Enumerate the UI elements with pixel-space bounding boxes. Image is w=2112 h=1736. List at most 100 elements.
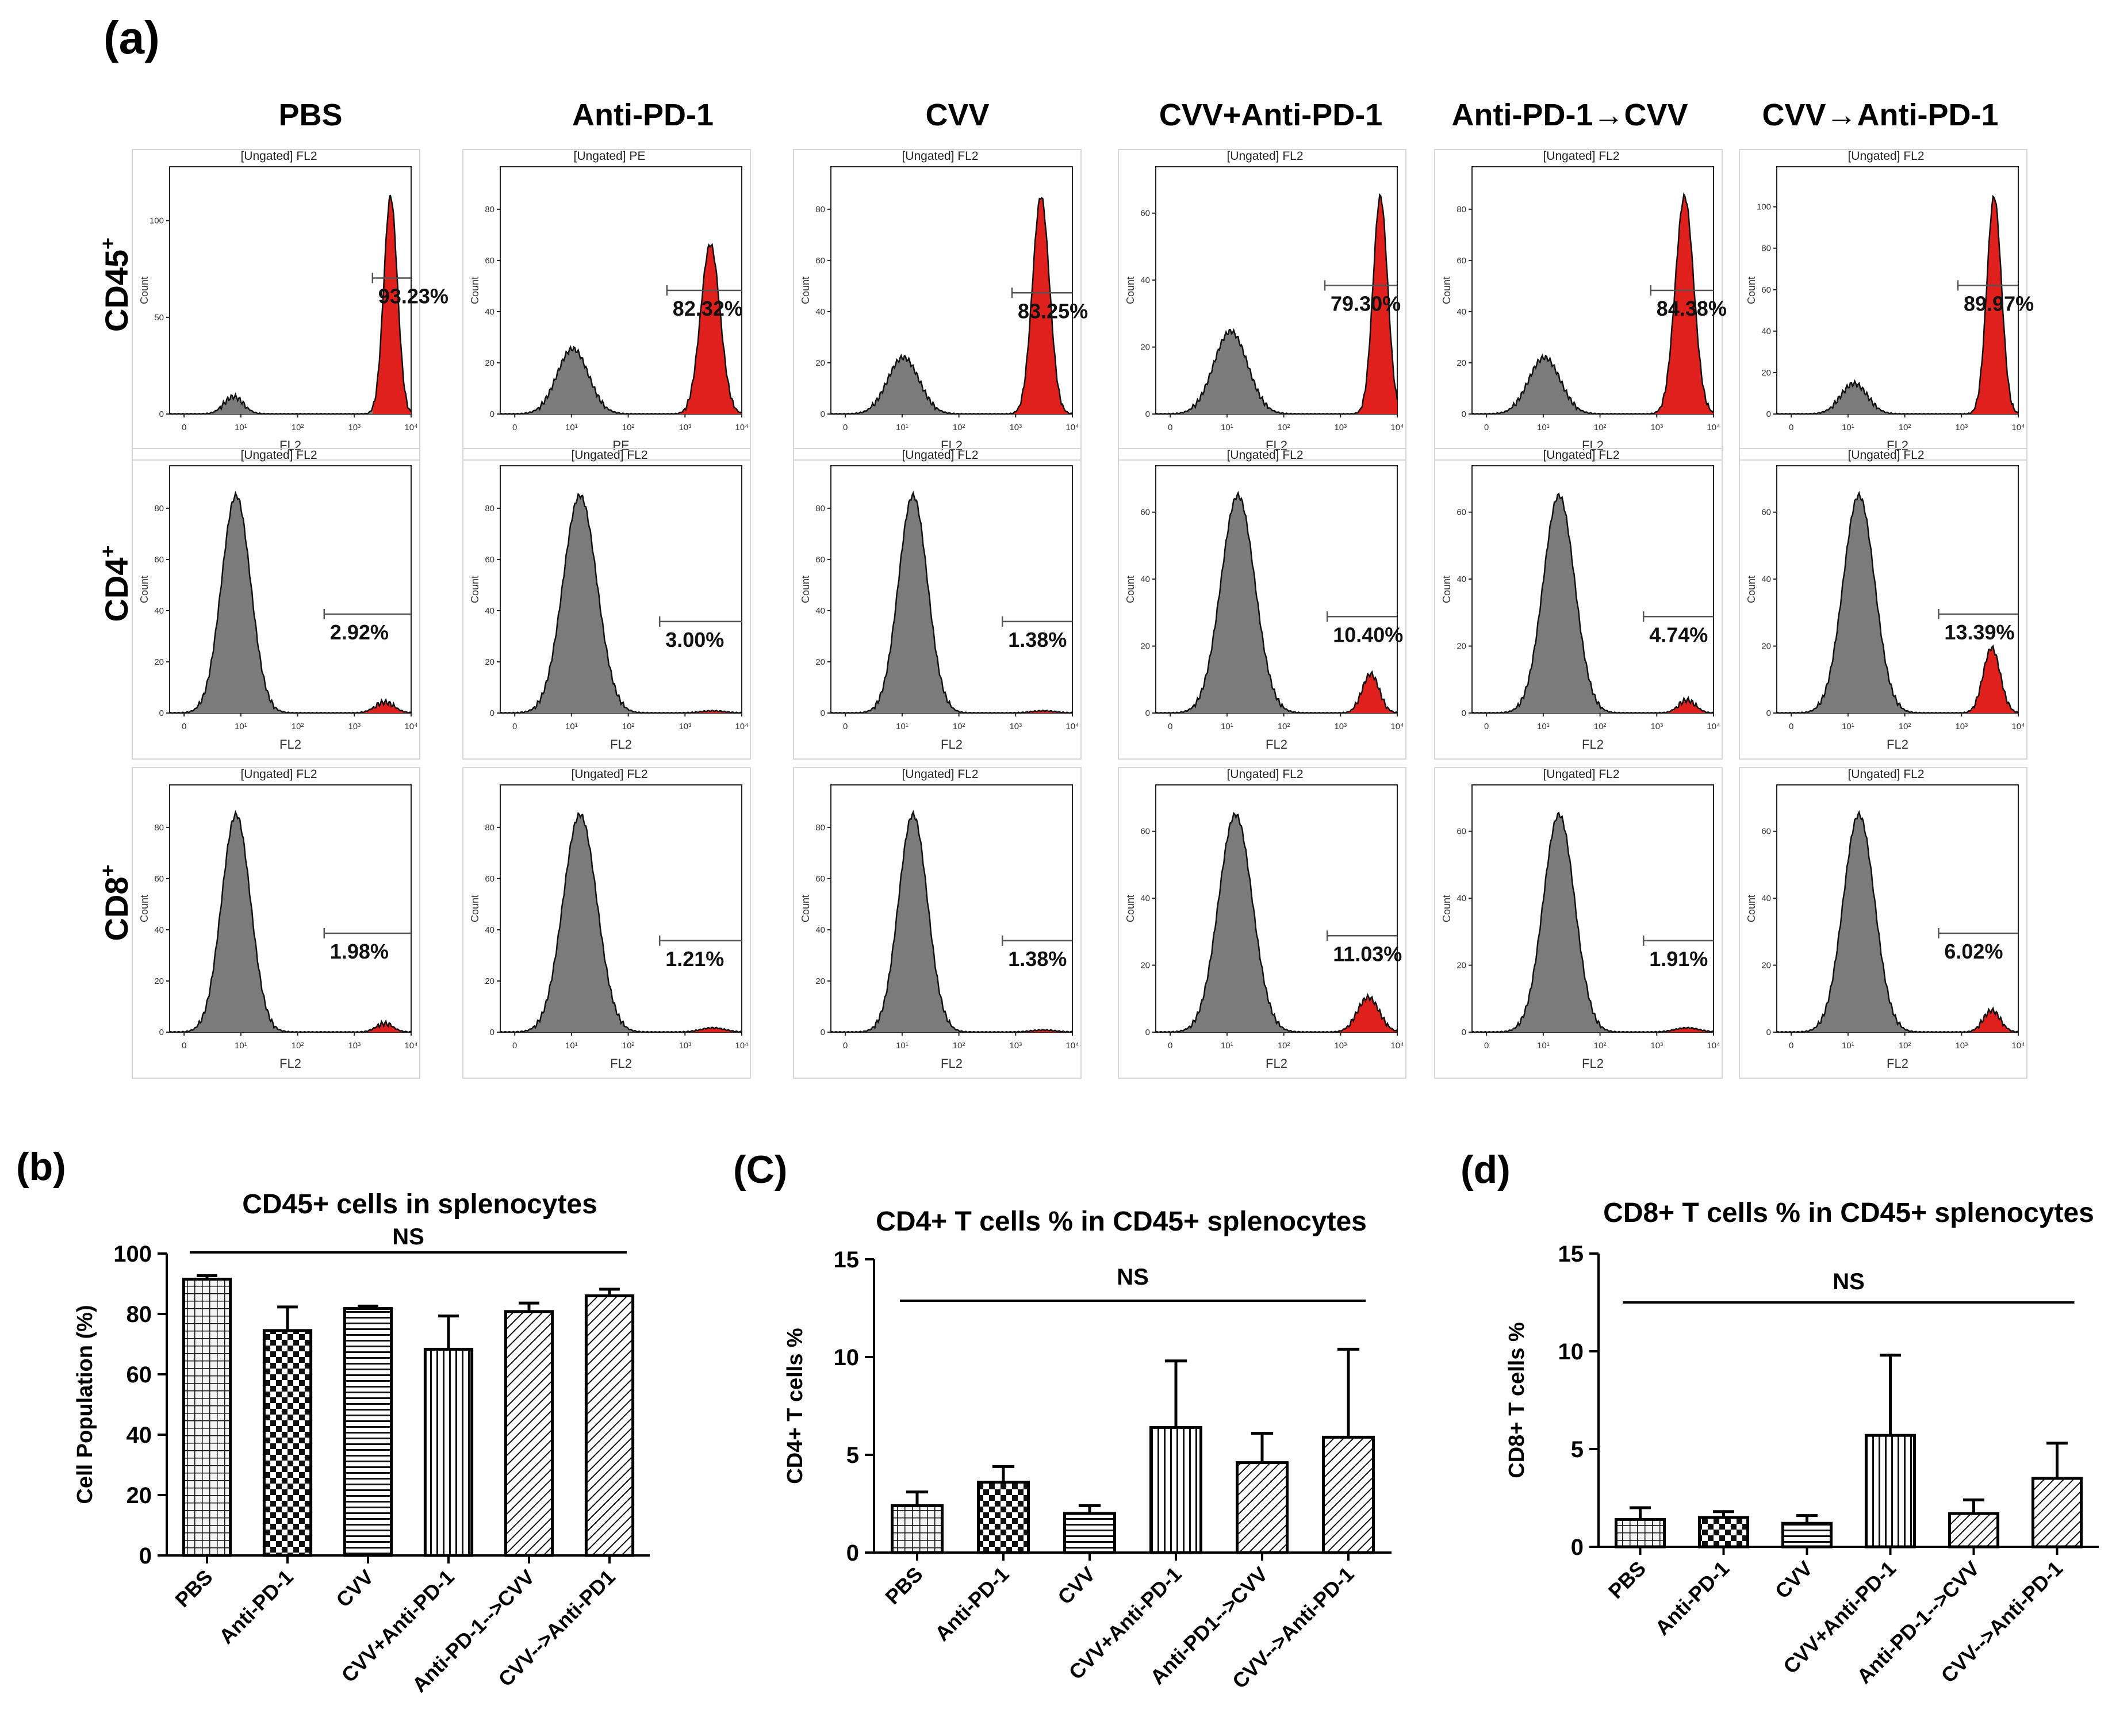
y-tick-label: 40 (1761, 327, 1771, 336)
y-tick-label: 50 (154, 313, 164, 323)
histogram-negative-area (1777, 493, 1938, 713)
significance-label: NS (1117, 1264, 1149, 1290)
bar-4 (504, 1310, 554, 1557)
histogram-frame (1739, 448, 2027, 760)
x-tick-label: 10³ (348, 722, 361, 731)
y-tick-label: 60 (1140, 209, 1150, 219)
y-tick-label: 0 (490, 708, 495, 718)
histogram-frame (1434, 149, 1723, 461)
x-tick-label: 10⁴ (404, 423, 417, 432)
x-tick-label: 10² (1594, 722, 1607, 731)
gate-percentage: 1.38% (1008, 947, 1067, 971)
gate-marker (323, 609, 411, 619)
histogram-negative-area (831, 493, 1002, 713)
histogram-frame (793, 448, 1082, 760)
y-tick-label: 80 (815, 205, 825, 214)
y-tick-label: 0 (1145, 409, 1150, 419)
histogram-negative-area (1777, 812, 1938, 1032)
histogram-negative-area (170, 493, 325, 713)
bar-5 (2031, 1477, 2083, 1549)
x-tick-label: 0 (1168, 1041, 1172, 1051)
histogram-outline (1471, 192, 1714, 415)
x-tick-label: 10² (1278, 423, 1290, 432)
histogram-positive-area (1327, 995, 1397, 1032)
x-tick-label: 10² (1278, 1041, 1290, 1051)
y-tick-label: 40 (485, 307, 495, 317)
gate-percentage: 79.30% (1331, 292, 1401, 315)
column-header-5: CVV→Anti-PD-1 (1762, 98, 1998, 132)
y-axis-label: Count (469, 895, 481, 922)
gate-marker (1011, 288, 1072, 298)
x-tick-label: 10² (953, 423, 965, 432)
histogram-plot-box (1776, 784, 2019, 1033)
bar-5 (584, 1294, 635, 1557)
y-tick-label: 80 (127, 1302, 152, 1327)
significance-label: NS (392, 1224, 424, 1250)
y-axis-label: Count (469, 576, 481, 603)
y-tick-label: 40 (1761, 894, 1771, 903)
histogram-r0-c3: [Ungated] FL2 79.30% 0 10¹ 10² 10³ 10⁴ 0 20 40 60 C… (1118, 149, 1406, 461)
histogram-plot-box (830, 465, 1073, 714)
y-axis-label: Count (139, 277, 150, 304)
y-tick-label: 40 (1140, 275, 1150, 285)
y-tick-label: 40 (1140, 894, 1150, 903)
histogram-r1-c5: [Ungated] FL2 13.39% 0 10¹ 10² 10³ 10⁴ 0 20 40 60 C… (1739, 448, 2027, 760)
histogram-r2-c1: [Ungated] FL2 1.21% 0 10¹ 10² 10³ 10⁴ 0 20 40 60 80… (462, 767, 751, 1079)
column-header-1: Anti-PD-1 (572, 98, 714, 132)
histogram-negative-area (1472, 355, 1651, 414)
x-tick-label: 0 (1789, 423, 1793, 432)
histogram-r0-c2: [Ungated] FL2 83.25% 0 10¹ 10² 10³ 10⁴ 0 20 40 60 8… (793, 149, 1088, 461)
y-tick-label: 0 (159, 1028, 164, 1037)
histogram-negative-area (500, 347, 668, 414)
y-tick-label: 0 (490, 409, 495, 419)
x-axis-label: FL2 (941, 1056, 963, 1071)
x-tick-label: 10¹ (1842, 1041, 1854, 1051)
gate-percentage: 4.74% (1649, 623, 1708, 646)
bar-0 (891, 1504, 944, 1554)
x-tick-label: PBS (880, 1562, 927, 1609)
gate-marker (666, 285, 742, 296)
x-tick-label: 10⁴ (1707, 1041, 1720, 1051)
histogram-frame (793, 149, 1082, 461)
histogram-outline (500, 811, 742, 1033)
bar-0 (182, 1278, 232, 1557)
histogram-negative-area (1472, 493, 1643, 713)
x-tick-label: 10⁴ (1065, 1041, 1079, 1051)
histogram-plot-box (169, 465, 412, 714)
x-axis-label: FL2 (610, 737, 632, 752)
histogram-plot-box (1471, 465, 1714, 714)
histogram-outline (830, 490, 1073, 714)
significance-label: NS (1833, 1269, 1865, 1294)
histogram-plot-box (1155, 166, 1398, 415)
x-tick-label: 10⁴ (1707, 423, 1720, 432)
histogram-negative-area (500, 813, 660, 1032)
bar-1 (977, 1481, 1030, 1554)
y-tick-label: 80 (815, 504, 825, 513)
x-tick-label: Anti-PD-1 (214, 1565, 298, 1649)
y-tick-label: 40 (485, 606, 495, 616)
histogram-frame (132, 767, 420, 1079)
x-tick-label: 10³ (1009, 1041, 1022, 1051)
bar-2 (1063, 1512, 1116, 1554)
x-tick-label: 10¹ (1537, 1041, 1550, 1051)
histogram-title: [Ungated] FL2 (571, 768, 647, 781)
y-tick-label: 20 (485, 657, 495, 667)
histogram-frame (1739, 149, 2027, 461)
gate-percentage: 93.23% (378, 285, 449, 308)
x-tick-label: 10⁴ (404, 722, 417, 731)
bar-4 (1948, 1512, 2000, 1549)
x-tick-label: 10³ (1009, 722, 1022, 731)
x-tick-label: Anti-PD-1 (930, 1562, 1014, 1646)
x-tick-label: 10¹ (565, 1041, 578, 1051)
gate-percentage: 83.25% (1018, 299, 1088, 323)
x-tick-label: 10³ (1955, 722, 1968, 731)
histogram-negative-area (170, 394, 373, 414)
chart-title: CD8+ T cells % in CD45+ splenocytes (1603, 1198, 2094, 1228)
y-tick-label: 80 (485, 823, 495, 833)
histogram-outline (1155, 193, 1398, 415)
y-tick-label: 0 (821, 708, 825, 718)
x-tick-label: 10³ (348, 1041, 361, 1051)
histogram-title: [Ungated] FL2 (902, 449, 978, 462)
histogram-plot-box (169, 166, 412, 415)
y-tick-label: 60 (815, 256, 825, 266)
